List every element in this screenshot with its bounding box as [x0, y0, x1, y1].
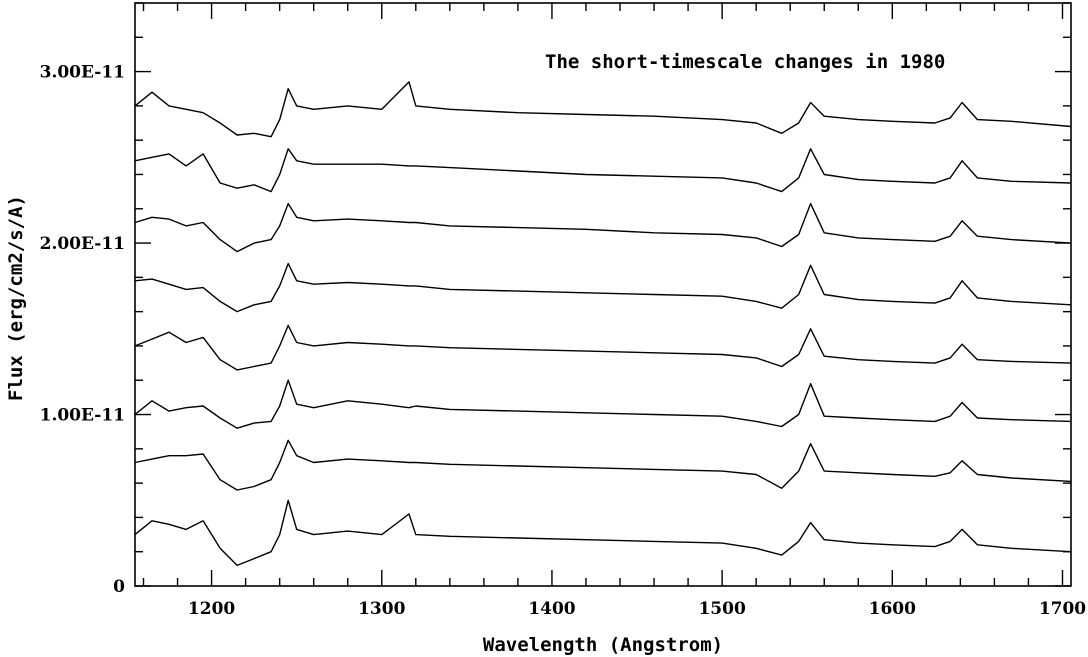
spectra-series [134, 81, 1072, 567]
y-tick-label: 2.00E-11 [40, 234, 125, 254]
y-tick-label: 3.00E-11 [40, 63, 125, 83]
spectrum-line-1 [134, 81, 1072, 138]
plot-frame [134, 2, 1072, 587]
axis-ticks [135, 2, 1071, 587]
spectrum-line-8 [134, 499, 1072, 567]
x-tick-label: 1500 [698, 599, 745, 619]
x-tick-label: 1300 [358, 599, 405, 619]
spectrum-line-3 [134, 202, 1072, 253]
x-axis-label: Wavelength (Angstrom) [483, 634, 723, 656]
y-tick-label: 0 [113, 577, 125, 597]
x-tick-labels: 1200 1300 1400 1500 1600 1700 [188, 599, 1086, 619]
x-tick-label: 1600 [869, 599, 916, 619]
chart-title: The short-timescale changes in 1980 [545, 51, 945, 73]
y-tick-label: 1.00E-11 [40, 406, 125, 426]
y-axis-label: Flux (erg/cm2/s/A) [5, 195, 27, 401]
x-tick-label: 1700 [1039, 599, 1086, 619]
spectrum-line-4 [134, 262, 1072, 313]
y-tick-labels: 0 1.00E-11 2.00E-11 3.00E-11 [40, 63, 126, 597]
x-tick-label: 1200 [188, 599, 235, 619]
spectrum-line-6 [134, 379, 1072, 429]
spectrum-line-7 [134, 439, 1072, 491]
x-tick-label: 1400 [528, 599, 575, 619]
spectrum-line-5 [134, 324, 1072, 371]
spectrum-line-2 [134, 148, 1072, 193]
